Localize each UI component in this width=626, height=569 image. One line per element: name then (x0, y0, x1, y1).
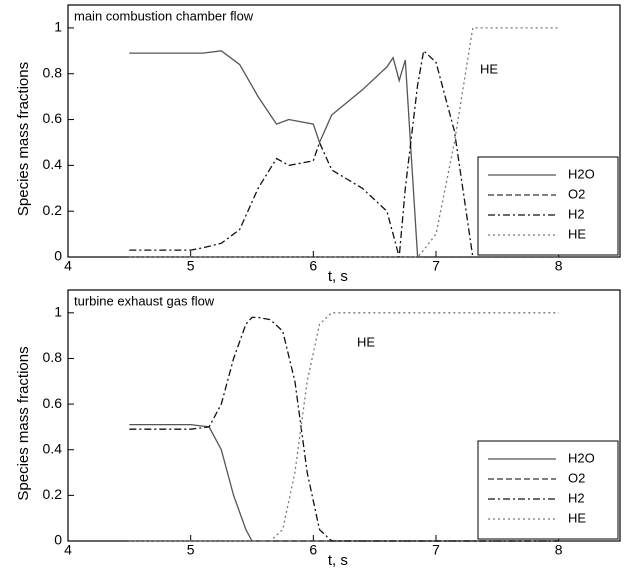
legend-label: H2O (568, 166, 595, 181)
y-tick-label: 1 (54, 304, 62, 320)
annotation: HE (357, 334, 375, 349)
y-axis-title: Species mass fractions (15, 346, 32, 500)
series-line (129, 50, 419, 258)
y-tick-label: 0.2 (43, 486, 63, 502)
legend-label: O2 (568, 470, 585, 485)
x-tick-label: 8 (555, 258, 563, 274)
plot-frame (67, 4, 621, 258)
x-tick-label: 4 (64, 258, 72, 274)
x-axis-title: t, s (328, 268, 348, 285)
x-tick-label: 8 (555, 542, 563, 558)
legend-label: H2 (568, 490, 585, 505)
y-tick-label: 1 (54, 19, 62, 35)
legend: H2O O2 H2 HE (477, 440, 619, 540)
series-line (129, 312, 559, 542)
legend-label: O2 (568, 186, 585, 201)
y-tick-label: 0.4 (43, 440, 63, 456)
annotation: HE (480, 61, 498, 76)
y-axis-title: Species mass fractions (15, 62, 32, 216)
legend-box (477, 440, 619, 540)
x-tick-label: 6 (309, 542, 317, 558)
panel-title: turbine exhaust gas flow (74, 293, 215, 308)
x-tick-label: 5 (187, 258, 195, 274)
legend-box (477, 156, 619, 256)
x-tick-label: 7 (432, 258, 440, 274)
y-tick-label: 0.4 (43, 156, 63, 172)
legend-label: H2 (568, 206, 585, 221)
y-tick-label: 0.8 (43, 349, 63, 365)
x-tick-label: 5 (187, 542, 195, 558)
x-tick-label: 6 (309, 258, 317, 274)
legend-label: H2O (568, 450, 595, 465)
y-tick-label: 0 (54, 532, 62, 548)
y-tick-label: 0.8 (43, 64, 63, 80)
y-tick-label: 0.6 (43, 395, 63, 411)
series-line (129, 316, 559, 542)
y-tick-label: 0 (54, 248, 62, 264)
panel-title: main combustion chamber flow (74, 8, 254, 23)
x-tick-label: 7 (432, 542, 440, 558)
legend: H2O O2 H2 HE (477, 156, 619, 256)
x-axis-title: t, s (328, 552, 348, 569)
x-tick-label: 4 (64, 542, 72, 558)
legend-label: HE (568, 226, 586, 241)
y-tick-label: 0.6 (43, 110, 63, 126)
y-tick-label: 0.2 (43, 202, 63, 218)
legend-label: HE (568, 510, 586, 525)
series-line (129, 49, 474, 258)
